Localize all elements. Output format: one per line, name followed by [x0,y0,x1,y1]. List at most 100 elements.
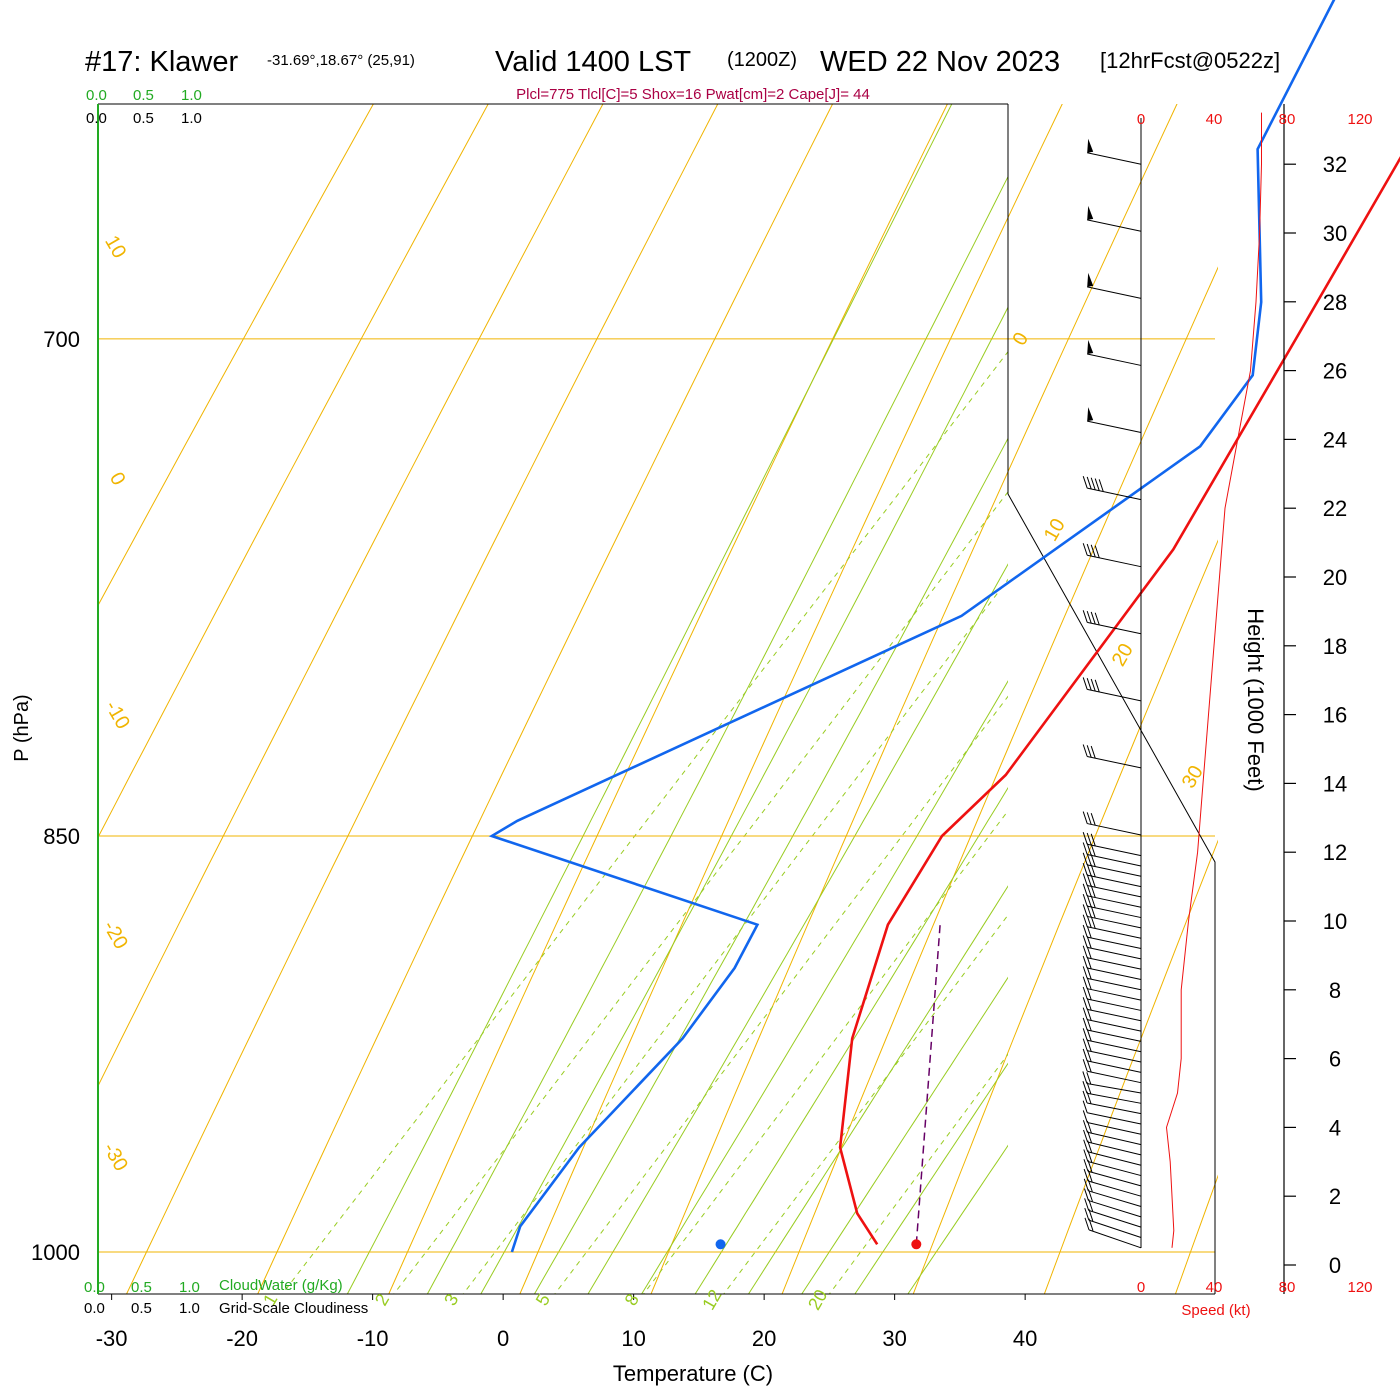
x-tick-label: -30 [96,1326,128,1351]
moist-adiabat [747,885,1008,1294]
wind-barb-staff [1087,1121,1142,1135]
mixing-ratio-line [828,1053,1008,1294]
wind-barb-staff [1087,353,1142,366]
dry-adiabat [781,266,1218,1294]
wind-barb-staff [1087,1060,1142,1073]
wind-barb-feather [1094,612,1100,625]
mixing-ratio-label: 5 [532,1290,554,1309]
height-tick-label: 4 [1329,1115,1341,1140]
x-tick-label: 20 [752,1326,776,1351]
wind-barb-staff [1087,152,1142,165]
dry-adiabat [912,539,1218,1294]
wind-barb-feather [1086,812,1092,825]
svg-text:0: 0 [1137,111,1145,128]
svg-text:0.5: 0.5 [131,1279,152,1296]
svg-text:120: 120 [1347,111,1372,128]
wind-barb-feather [1086,997,1092,1011]
wind-barb-feather [1082,935,1088,948]
wind-barb-feather [1082,976,1088,989]
wind-barb-feather [1090,916,1096,929]
wind-barb-flag [1087,340,1094,355]
parcel-path [915,924,941,1245]
svg-text:40: 40 [1206,1279,1223,1296]
wind-barb-feather [1082,986,1088,1000]
dry-adiabat-label: -20 [98,917,132,953]
wind-barb-feather [1090,678,1096,692]
wind-barb-feather [1086,610,1092,624]
x-tick-label: -10 [357,1326,389,1351]
svg-text:40: 40 [1206,111,1223,128]
forecast-run: [12hrFcst@0522z] [1100,48,1280,73]
mixing-ratio-label: 20 [804,1286,831,1313]
svg-text:1.0: 1.0 [179,1279,200,1296]
svg-text:80: 80 [1279,111,1296,128]
wind-barb-feather [1086,1072,1092,1085]
height-tick-label: 14 [1323,771,1347,796]
wind-barb-feather [1086,905,1092,918]
dry-adiabat [1043,839,1218,1294]
forecast-date: WED 22 Nov 2023 [820,46,1060,78]
wind-barb-feather [1082,1028,1088,1041]
y-axis-label: P (hPa) [11,694,33,761]
wind-barb-feather [1086,977,1092,990]
wind-barb-feather [1082,543,1088,556]
wind-barb-feather [1082,811,1088,824]
wind-barb-feather [1090,611,1096,625]
mixing-ratio-label: 2 [371,1290,393,1309]
wind-barb-staff [1087,1039,1142,1053]
wind-barb-feather [1090,854,1096,867]
wind-barb-staff [1087,823,1142,836]
wind-barb-staff [1088,1209,1142,1228]
height-tick-label: 12 [1323,840,1347,865]
wind-barb-feather [1090,477,1096,490]
svg-text:0.5: 0.5 [133,110,154,127]
wind-barb-feather [1086,915,1092,928]
wind-barb-feather [1082,1038,1088,1051]
x-tick-label: 40 [1013,1326,1037,1351]
x-tick-label: 30 [882,1326,906,1351]
mixing-ratio-label: 12 [698,1286,725,1313]
wind-barb-staff [1087,554,1142,568]
cloudwater-top-ticks: 0.0 0.5 1.0 [86,87,202,104]
wind-barb-feather [1083,1129,1089,1143]
wind-barb-staff [1087,219,1142,232]
dry-adiabat [650,104,1178,1294]
wind-barb-feather [1082,997,1088,1010]
height-axis-label: Height (1000 Feet) [1243,608,1268,791]
wind-barb-feather [1082,476,1088,489]
wind-barb-staff [1087,874,1142,888]
height-tick-label: 32 [1323,152,1347,177]
y-axis-ticks: 2503004005007008501000 [31,327,80,1265]
wind-barb-feather [1090,885,1096,898]
wind-barb-feather [1082,904,1088,917]
wind-barb-feather [1082,863,1088,876]
height-tick-label: 8 [1329,978,1341,1003]
wind-barb-staff [1086,1102,1142,1115]
wind-barb-feather [1090,864,1096,877]
moist-adiabat [587,563,1008,1294]
height-tick-label: 20 [1323,565,1347,590]
wind-barb-feather [1086,925,1092,939]
wind-barb-feather [1083,1159,1089,1172]
moist-adiabat [694,786,1008,1294]
moist-adiabat [907,1144,1008,1294]
dry-adiabat [125,104,719,1294]
wind-barb-staff [1087,1070,1142,1084]
wind-barb-feather [1082,852,1088,866]
wind-barb-staff [1087,915,1142,929]
height-tick-label: 0 [1329,1253,1341,1278]
wind-barb-staff [1087,1131,1142,1146]
x-tick-label: 10 [621,1326,645,1351]
height-tick-label: 30 [1323,221,1347,246]
wind-barb-staff [1087,936,1142,950]
y-tick-label: 700 [43,327,80,352]
mixing-ratio-line [642,810,1008,1294]
wind-barb-feather [1082,610,1088,623]
height-tick-label: 26 [1323,359,1347,384]
wind-barb-staff [1088,1190,1142,1207]
wind-barb-feather [1084,1198,1090,1211]
x-tick-label: 0 [497,1326,509,1351]
speed-ticks-top: 0 40 80 120 [1137,111,1373,128]
